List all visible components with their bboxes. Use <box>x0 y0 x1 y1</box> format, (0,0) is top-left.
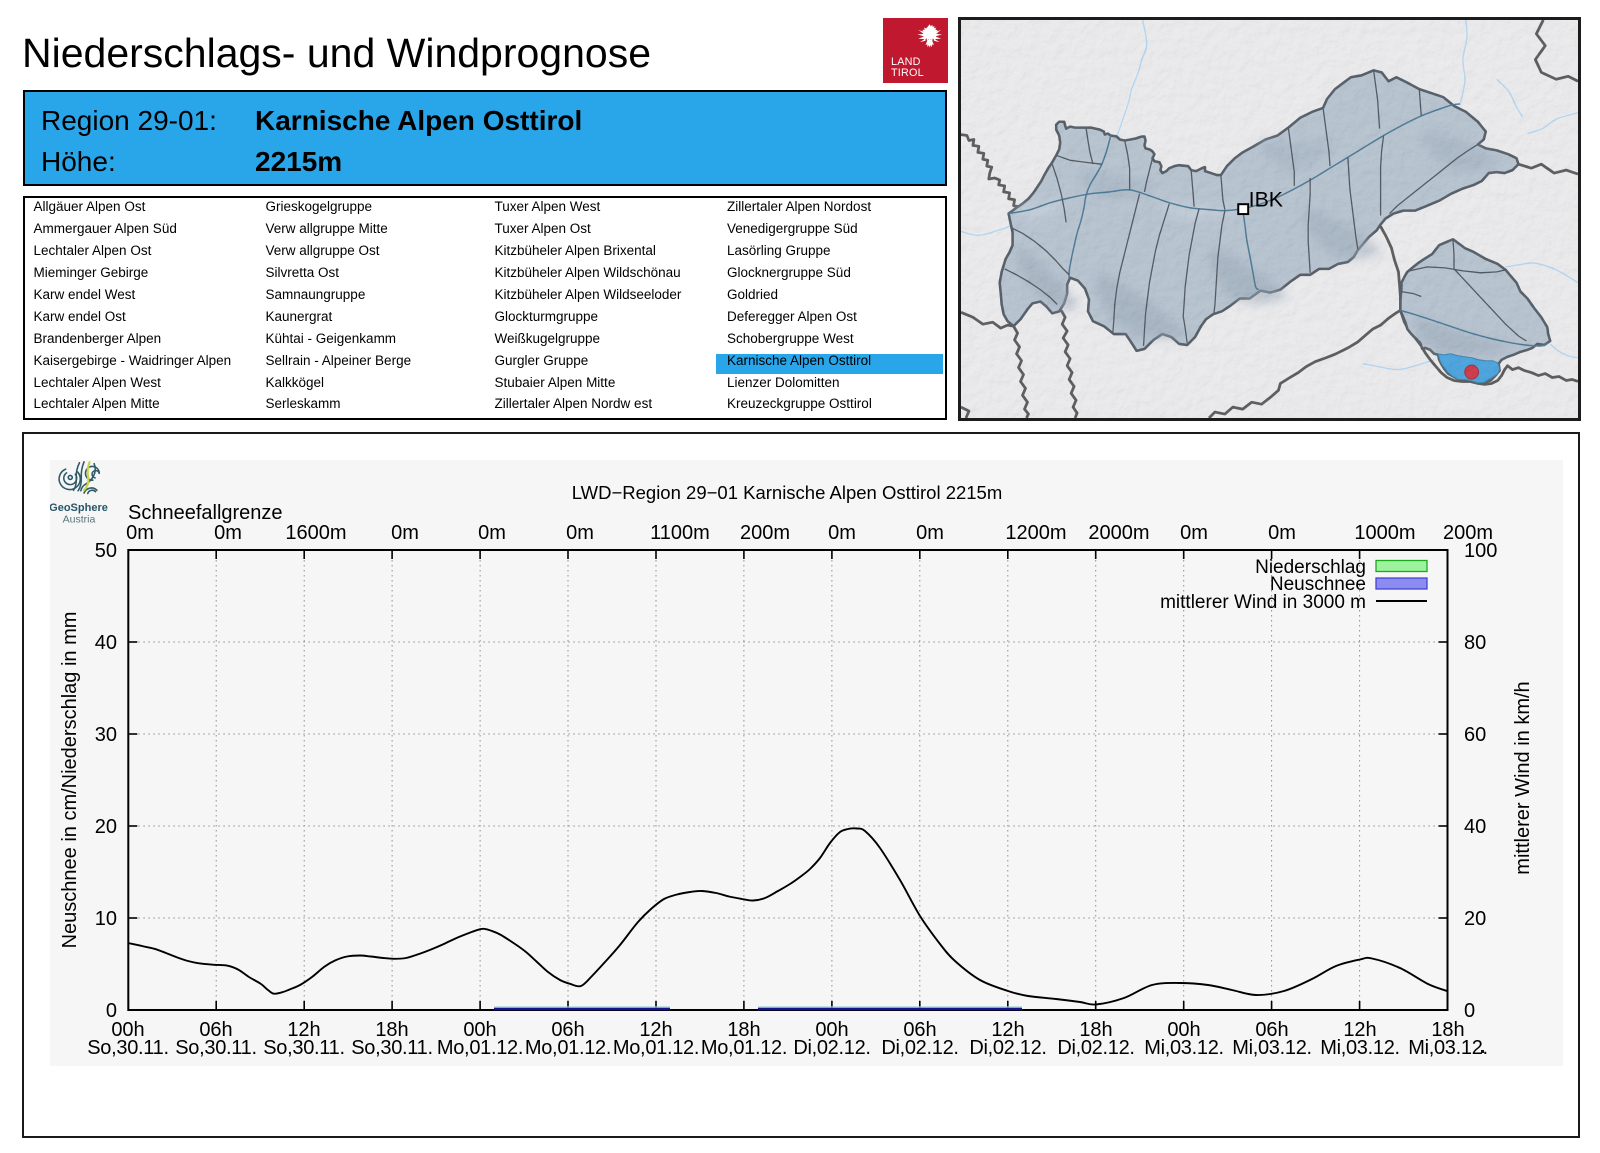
svg-text:Austria: Austria <box>63 514 96 526</box>
svg-text:GeoSphere: GeoSphere <box>50 502 108 514</box>
svg-text:IBK: IBK <box>1249 188 1283 212</box>
svg-text:TIROL: TIROL <box>891 67 924 79</box>
svg-text:LAND: LAND <box>891 56 921 68</box>
